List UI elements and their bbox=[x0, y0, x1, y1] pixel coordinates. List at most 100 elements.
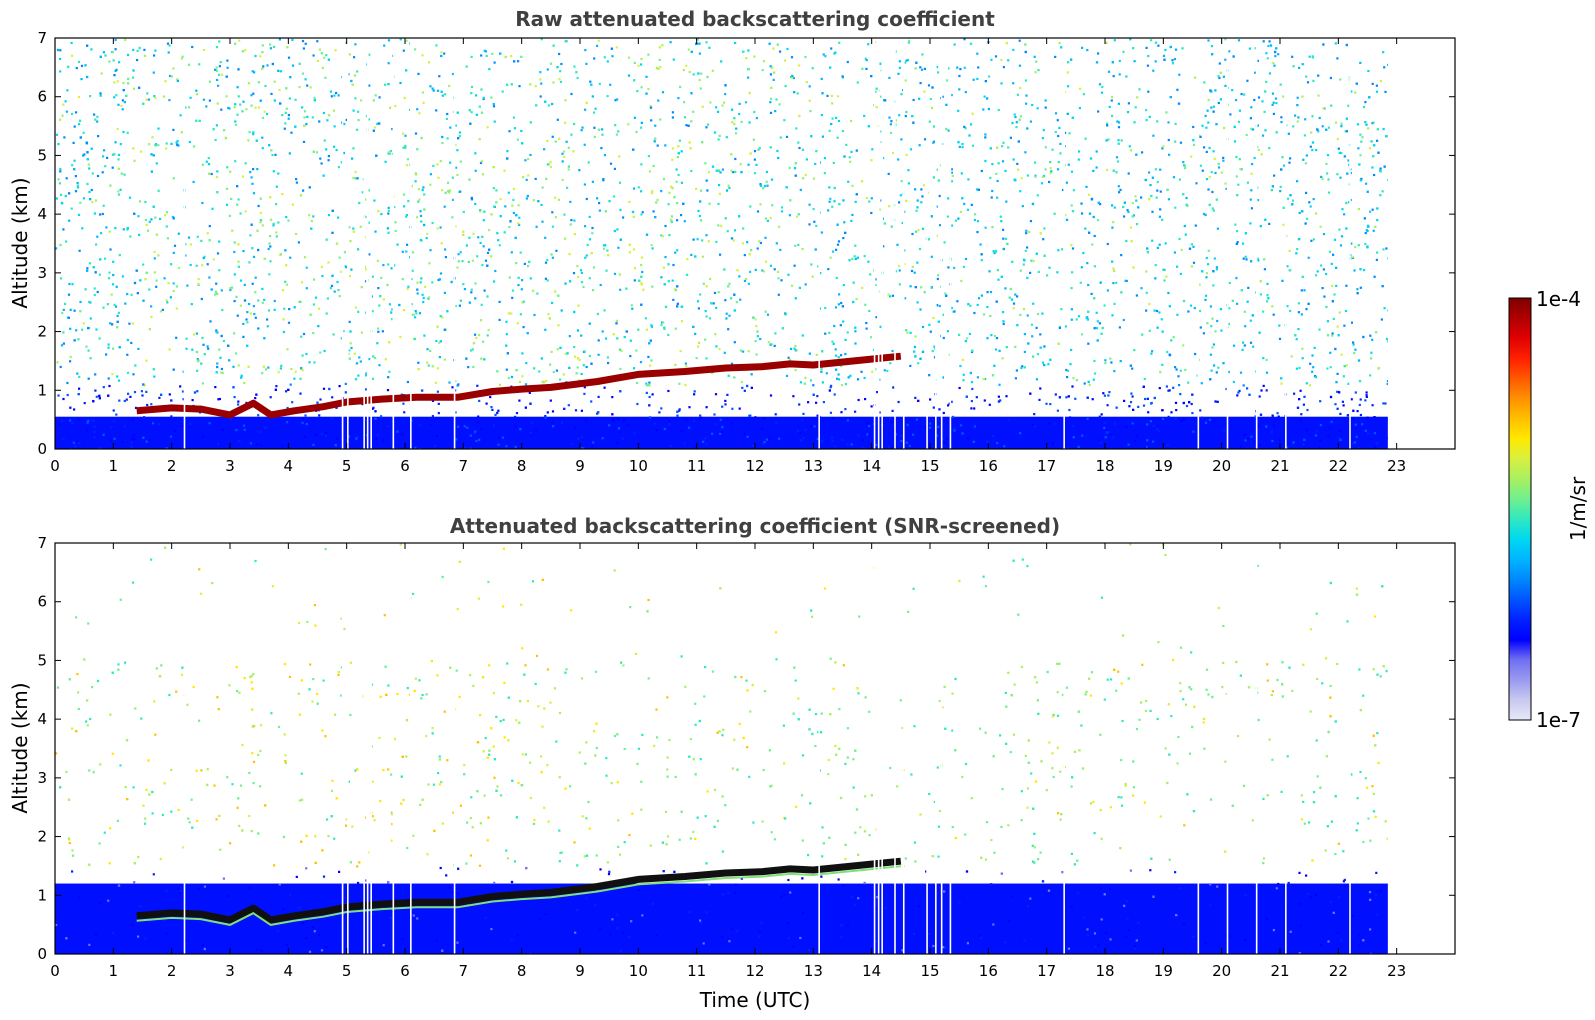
backscatter-cell bbox=[904, 115, 907, 118]
backscatter-cell bbox=[368, 53, 371, 56]
backscatter-cell bbox=[846, 419, 849, 422]
backscatter-cell bbox=[797, 213, 800, 216]
backscatter-cell bbox=[829, 386, 832, 389]
backscatter-cell bbox=[1161, 363, 1164, 366]
backscatter-cell bbox=[1123, 215, 1126, 218]
backscatter-cell bbox=[835, 276, 838, 279]
backscatter-cell bbox=[285, 216, 288, 219]
backscatter-cell bbox=[1259, 413, 1263, 416]
backscatter-cell bbox=[770, 178, 774, 181]
backscatter-cell bbox=[676, 305, 679, 308]
backscatter-cell bbox=[1184, 233, 1187, 236]
backscatter-cell bbox=[911, 232, 914, 236]
backscatter-cell bbox=[113, 153, 116, 156]
backscatter-cell bbox=[678, 382, 681, 385]
backscatter-cell bbox=[1164, 48, 1167, 52]
backscatter-cell bbox=[475, 94, 478, 97]
backscatter-cell bbox=[745, 57, 748, 60]
backscatter-cell bbox=[405, 164, 409, 167]
backscatter-cell bbox=[1111, 114, 1114, 117]
backscatter-cell bbox=[216, 252, 220, 255]
backscatter-cell bbox=[77, 60, 81, 63]
backscatter-cell bbox=[261, 51, 264, 54]
backscatter-cell bbox=[565, 140, 568, 143]
backscatter-cell bbox=[1256, 199, 1260, 202]
backscatter-cell bbox=[431, 365, 434, 368]
backscatter-cell bbox=[321, 66, 324, 69]
backscatter-cell bbox=[948, 402, 951, 405]
backscatter-cell bbox=[1375, 258, 1378, 261]
backscatter-cell bbox=[1336, 173, 1339, 176]
backscatter-cell bbox=[1235, 99, 1238, 102]
backscatter-cell bbox=[196, 369, 199, 372]
backscatter-cell bbox=[1167, 389, 1170, 392]
backscatter-cell bbox=[78, 375, 81, 378]
backscatter-cell bbox=[561, 178, 564, 181]
backscatter-cell bbox=[1350, 398, 1353, 401]
backscatter-cell bbox=[493, 205, 496, 208]
backscatter-cell bbox=[1362, 335, 1365, 339]
backscatter-cell bbox=[1153, 309, 1156, 312]
backscatter-cell bbox=[1082, 251, 1085, 255]
backscatter-cell bbox=[1086, 417, 1089, 420]
backscatter-cell bbox=[883, 222, 886, 225]
backscatter-cell bbox=[505, 368, 508, 371]
backscatter-cell bbox=[488, 229, 491, 232]
backscatter-cell bbox=[1032, 355, 1035, 358]
backscatter-cell bbox=[1138, 88, 1141, 91]
backscatter-cell bbox=[984, 80, 987, 83]
backscatter-cell bbox=[96, 174, 100, 178]
backscatter-cell bbox=[393, 264, 396, 267]
backscatter-cell bbox=[670, 215, 673, 218]
backscatter-cell bbox=[310, 220, 313, 223]
backscatter-cell bbox=[829, 197, 832, 200]
backscatter-cell bbox=[1203, 81, 1206, 84]
backscatter-cell bbox=[638, 447, 641, 449]
backscatter-cell bbox=[1145, 109, 1148, 112]
backscatter-cell bbox=[972, 426, 975, 429]
backscatter-cell bbox=[1362, 106, 1366, 109]
backscatter-cell bbox=[894, 119, 898, 122]
backscatter-cell bbox=[486, 264, 489, 267]
backscatter-cell bbox=[1017, 168, 1020, 171]
backscatter-cell bbox=[1042, 129, 1045, 132]
backscatter-cell bbox=[1272, 313, 1275, 316]
backscatter-cell bbox=[415, 173, 418, 176]
backscatter-cell bbox=[106, 303, 109, 306]
backscatter-cell bbox=[1271, 92, 1275, 95]
backscatter-cell bbox=[892, 386, 895, 389]
backscatter-cell bbox=[945, 127, 948, 131]
backscatter-cell bbox=[984, 226, 987, 229]
backscatter-cell bbox=[1296, 180, 1299, 183]
backscatter-cell bbox=[429, 173, 432, 176]
backscatter-cell bbox=[1084, 227, 1087, 230]
backscatter-cell bbox=[897, 158, 900, 161]
backscatter-cell bbox=[672, 58, 675, 61]
backscatter-cell bbox=[236, 314, 239, 317]
backscatter-cell bbox=[75, 329, 78, 332]
backscatter-cell bbox=[1305, 75, 1308, 78]
backscatter-cell bbox=[645, 328, 648, 331]
backscatter-cell bbox=[989, 291, 993, 294]
backscatter-cell bbox=[1357, 359, 1361, 362]
backscatter-cell bbox=[1190, 402, 1193, 406]
backscatter-cell bbox=[714, 393, 718, 396]
backscatter-cell bbox=[576, 76, 579, 80]
backscatter-cell bbox=[335, 242, 339, 245]
backscatter-cell bbox=[84, 64, 87, 67]
backscatter-cell bbox=[505, 344, 508, 347]
backscatter-cell bbox=[437, 176, 440, 179]
backscatter-cell bbox=[301, 369, 304, 372]
backscatter-cell bbox=[506, 83, 509, 86]
backscatter-cell bbox=[429, 349, 432, 352]
backscatter-cell bbox=[142, 436, 145, 439]
backscatter-cell bbox=[585, 101, 588, 104]
backscatter-cell bbox=[206, 263, 209, 266]
backscatter-cell bbox=[170, 75, 174, 78]
backscatter-cell bbox=[77, 393, 80, 396]
backscatter-cell bbox=[1308, 55, 1311, 58]
backscatter-cell bbox=[656, 198, 659, 202]
backscatter-cell bbox=[62, 342, 65, 345]
backscatter-cell bbox=[1257, 148, 1260, 152]
backscatter-cell bbox=[327, 261, 330, 264]
